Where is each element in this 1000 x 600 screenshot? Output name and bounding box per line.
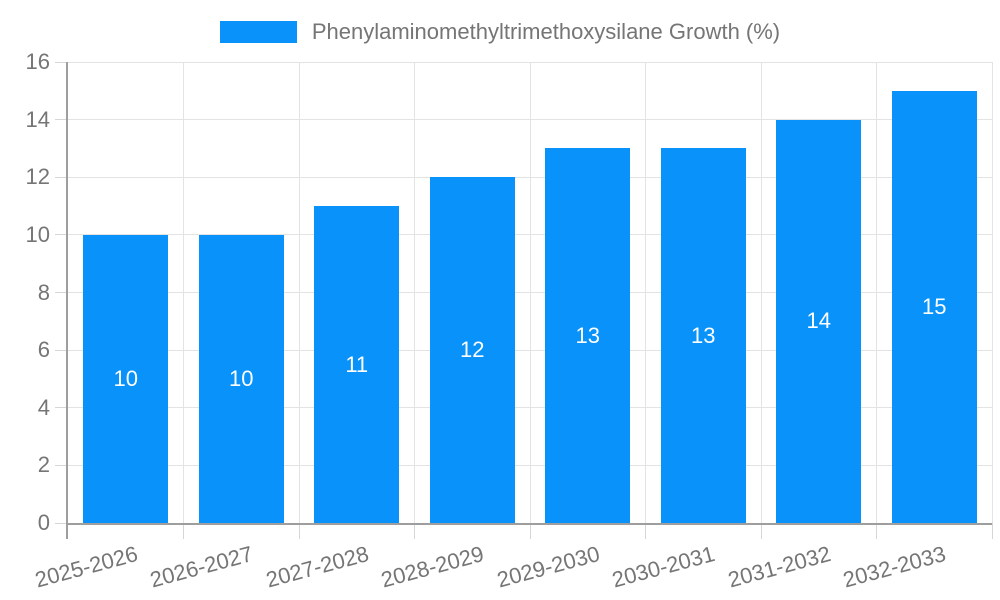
y-axis-tick-label: 8 bbox=[37, 279, 50, 305]
x-gridline bbox=[529, 62, 531, 523]
x-axis-tick-label: 2026-2027 bbox=[147, 541, 256, 593]
y-tick-mark bbox=[55, 349, 68, 351]
y-axis-tick-label: 16 bbox=[25, 49, 50, 74]
x-tick-mark bbox=[876, 523, 877, 539]
x-gridline bbox=[991, 62, 993, 523]
x-tick-mark bbox=[529, 523, 531, 539]
bar[interactable]: 12 bbox=[429, 177, 515, 523]
legend-label: Phenylaminomethyltrimethoxysilane Growth… bbox=[311, 19, 781, 44]
x-gridline bbox=[645, 62, 646, 523]
x-gridline bbox=[876, 62, 877, 523]
y-axis-tick-label: 14 bbox=[25, 106, 50, 132]
y-axis-tick-label: 4 bbox=[37, 394, 50, 420]
bar[interactable]: 13 bbox=[660, 148, 746, 523]
x-tick-mark bbox=[645, 523, 646, 539]
y-axis-tick-label: 2 bbox=[37, 452, 50, 478]
bar[interactable]: 15 bbox=[891, 90, 977, 523]
x-axis-line bbox=[66, 523, 992, 525]
bar-value-label: 13 bbox=[691, 322, 716, 348]
y-tick-mark bbox=[55, 407, 68, 409]
y-tick-mark bbox=[55, 61, 68, 63]
legend-swatch bbox=[219, 21, 297, 43]
x-axis-tick-label: 2031-2032 bbox=[724, 541, 833, 593]
bar[interactable]: 10 bbox=[198, 234, 284, 523]
bar-value-label: 13 bbox=[575, 322, 600, 348]
bar[interactable]: 10 bbox=[83, 234, 169, 523]
y-tick-mark bbox=[55, 292, 68, 293]
y-axis-tick-label: 10 bbox=[25, 221, 50, 247]
bar-value-label: 11 bbox=[345, 351, 369, 377]
x-axis-tick-label: 2025-2026 bbox=[31, 541, 140, 593]
bar-value-label: 12 bbox=[460, 337, 485, 363]
bar[interactable]: 13 bbox=[545, 148, 631, 523]
x-axis-tick-label: 2027-2028 bbox=[262, 541, 371, 593]
bar-value-label: 10 bbox=[229, 365, 254, 391]
bar-value-label: 15 bbox=[922, 293, 947, 319]
y-axis-tick-label: 0 bbox=[37, 510, 50, 535]
x-gridline bbox=[183, 62, 184, 523]
bar[interactable]: 11 bbox=[314, 206, 400, 523]
bar[interactable]: 14 bbox=[776, 119, 862, 523]
y-tick-mark bbox=[55, 234, 68, 236]
y-tick-mark bbox=[55, 464, 68, 466]
x-axis-tick-label: 2032-2033 bbox=[840, 541, 949, 593]
y-axis-tick-label: 12 bbox=[25, 164, 50, 190]
x-axis-tick-label: 2030-2031 bbox=[609, 541, 718, 593]
x-tick-mark bbox=[760, 523, 762, 539]
y-tick-mark bbox=[55, 176, 68, 178]
x-tick-mark bbox=[298, 523, 300, 539]
x-gridline bbox=[298, 62, 300, 523]
x-tick-mark bbox=[991, 523, 993, 539]
bar-value-label: 14 bbox=[806, 308, 831, 334]
y-axis-line bbox=[66, 62, 68, 539]
y-axis-tick-label: 6 bbox=[37, 337, 50, 363]
y-tick-mark bbox=[55, 522, 68, 524]
x-gridline bbox=[760, 62, 762, 523]
x-tick-mark bbox=[414, 523, 415, 539]
chart-legend[interactable]: Phenylaminomethyltrimethoxysilane Growth… bbox=[0, 19, 1000, 45]
x-axis-tick-label: 2028-2029 bbox=[378, 541, 487, 593]
x-axis-tick-label: 2029-2030 bbox=[493, 541, 602, 593]
x-tick-mark bbox=[183, 523, 184, 539]
x-gridline bbox=[414, 62, 415, 523]
y-tick-mark bbox=[55, 119, 68, 121]
bar-value-label: 10 bbox=[113, 365, 138, 391]
